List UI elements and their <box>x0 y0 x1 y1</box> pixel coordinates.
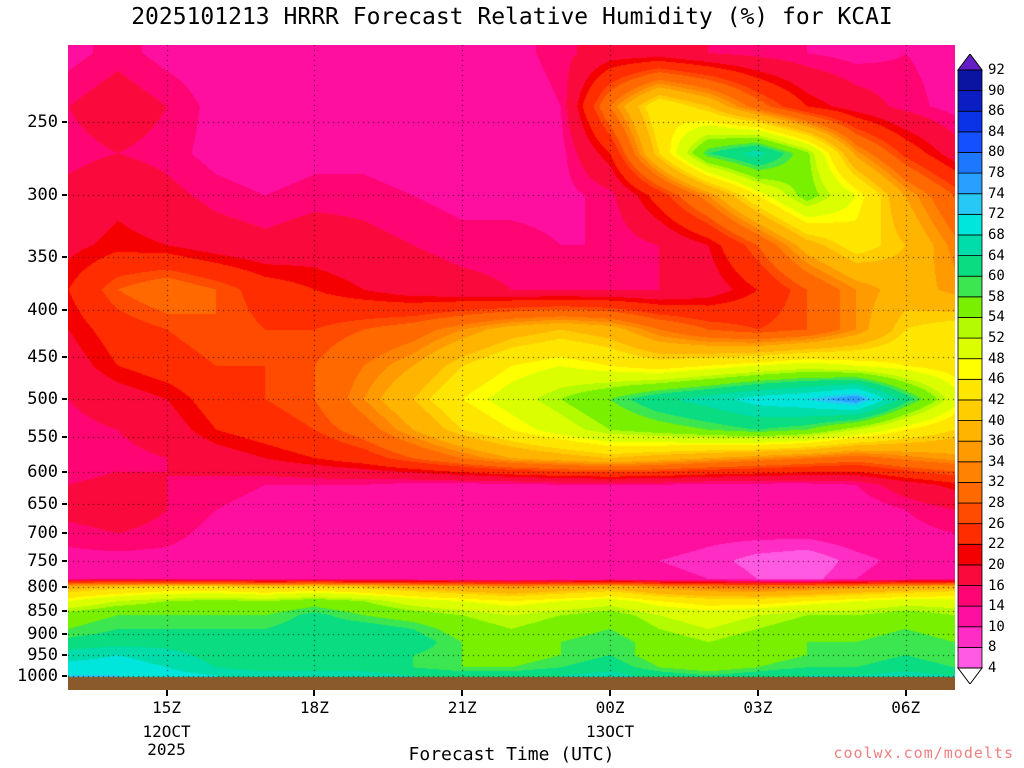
x-tick-mark <box>313 690 316 696</box>
x-tick-mark <box>461 690 464 696</box>
colorbar <box>957 53 983 685</box>
x-date-year: 2025 <box>147 740 186 759</box>
colorbar-tick-label: 64 <box>988 247 1005 264</box>
y-tick-label: 1000 <box>17 665 58 686</box>
x-date-label: 12OCT <box>142 722 191 741</box>
y-tick-mark <box>62 502 67 505</box>
colorbar-tick-label: 60 <box>988 268 1005 285</box>
y-tick-mark <box>62 560 67 562</box>
x-tick-mark <box>609 690 612 696</box>
colorbar-tick-label: 74 <box>988 185 1005 202</box>
colorbar-tick-label: 78 <box>988 165 1005 182</box>
x-tick-mark <box>165 690 168 696</box>
colorbar-tick-label: 86 <box>988 103 1005 120</box>
y-tick-label: 450 <box>27 347 58 368</box>
y-tick-label: 800 <box>27 576 58 597</box>
colorbar-tick-label: 80 <box>988 144 1005 161</box>
y-tick-label: 850 <box>27 600 58 621</box>
colorbar-tick-label: 42 <box>988 391 1005 408</box>
watermark: coolwx.com/modelts <box>833 744 1014 762</box>
y-tick-label: 600 <box>27 461 58 482</box>
colorbar-tick-label: 68 <box>988 226 1005 243</box>
colorbar-tick-label: 90 <box>988 82 1005 99</box>
y-tick-label: 300 <box>27 185 58 206</box>
x-tick-label: 18Z <box>299 698 329 717</box>
colorbar-tick-label: 58 <box>988 288 1005 305</box>
y-tick-label: 950 <box>27 645 58 666</box>
chart-title: 2025101213 HRRR Forecast Relative Humidi… <box>131 4 893 30</box>
colorbar-tick-label: 20 <box>988 556 1005 573</box>
x-tick-label: 21Z <box>447 698 477 717</box>
y-tick-mark <box>62 436 67 439</box>
x-tick-label: 03Z <box>743 698 773 717</box>
x-tick-mark <box>904 690 907 696</box>
x-axis-title: Forecast Time (UTC) <box>408 744 615 765</box>
y-tick-label: 750 <box>27 551 58 571</box>
colorbar-tick-label: 52 <box>988 330 1005 347</box>
colorbar-tick-label: 48 <box>988 350 1005 367</box>
x-tick-mark <box>756 690 759 696</box>
y-tick-label: 500 <box>27 389 58 410</box>
colorbar-tick-label: 8 <box>988 639 997 656</box>
y-tick-label: 350 <box>27 246 58 267</box>
colorbar-tick-label: 4 <box>988 660 997 676</box>
colorbar-tick-label: 46 <box>988 371 1005 388</box>
colorbar-tick-label: 22 <box>988 536 1005 553</box>
y-tick-label: 700 <box>27 523 58 544</box>
y-tick-mark <box>62 654 67 657</box>
y-tick-mark <box>62 194 67 197</box>
x-date-label: 13OCT <box>585 722 635 741</box>
x-tick-label: 15Z <box>152 698 181 717</box>
colorbar-tick-label: 32 <box>988 474 1005 491</box>
colorbar-tick-label: 10 <box>988 618 1005 635</box>
y-tick-label: 900 <box>27 623 58 644</box>
colorbar-tick-label: 36 <box>988 433 1005 450</box>
x-tick-label: 00Z <box>595 698 625 717</box>
y-tick-label: 550 <box>27 427 58 448</box>
colorbar-tick-label: 92 <box>988 62 1005 78</box>
colorbar-tick-label: 84 <box>988 123 1005 140</box>
y-tick-mark <box>62 532 67 535</box>
colorbar-tick-label: 28 <box>988 495 1005 512</box>
colorbar-tick-label: 26 <box>988 515 1005 532</box>
y-tick-mark <box>62 121 67 124</box>
y-tick-mark <box>62 632 67 635</box>
colorbar-tick-label: 34 <box>988 453 1005 470</box>
y-tick-mark <box>62 398 67 401</box>
colorbar-tick-label: 16 <box>988 577 1005 594</box>
x-tick-label: 06Z <box>891 698 921 717</box>
y-tick-mark <box>62 470 67 473</box>
colorbar-tick-label: 40 <box>988 412 1005 429</box>
y-tick-label: 400 <box>27 299 58 320</box>
y-tick-mark <box>62 674 67 677</box>
heatmap-canvas <box>68 45 955 690</box>
y-tick-mark <box>62 609 67 612</box>
y-tick-label: 650 <box>27 493 58 514</box>
y-tick-mark <box>62 308 67 311</box>
y-tick-mark <box>62 255 67 258</box>
colorbar-tick-label: 54 <box>988 309 1005 326</box>
y-tick-mark <box>62 356 67 359</box>
colorbar-tick-label: 14 <box>988 598 1005 615</box>
y-tick-label: 250 <box>27 112 58 133</box>
colorbar-tick-label: 72 <box>988 206 1005 223</box>
y-tick-mark <box>62 585 67 588</box>
